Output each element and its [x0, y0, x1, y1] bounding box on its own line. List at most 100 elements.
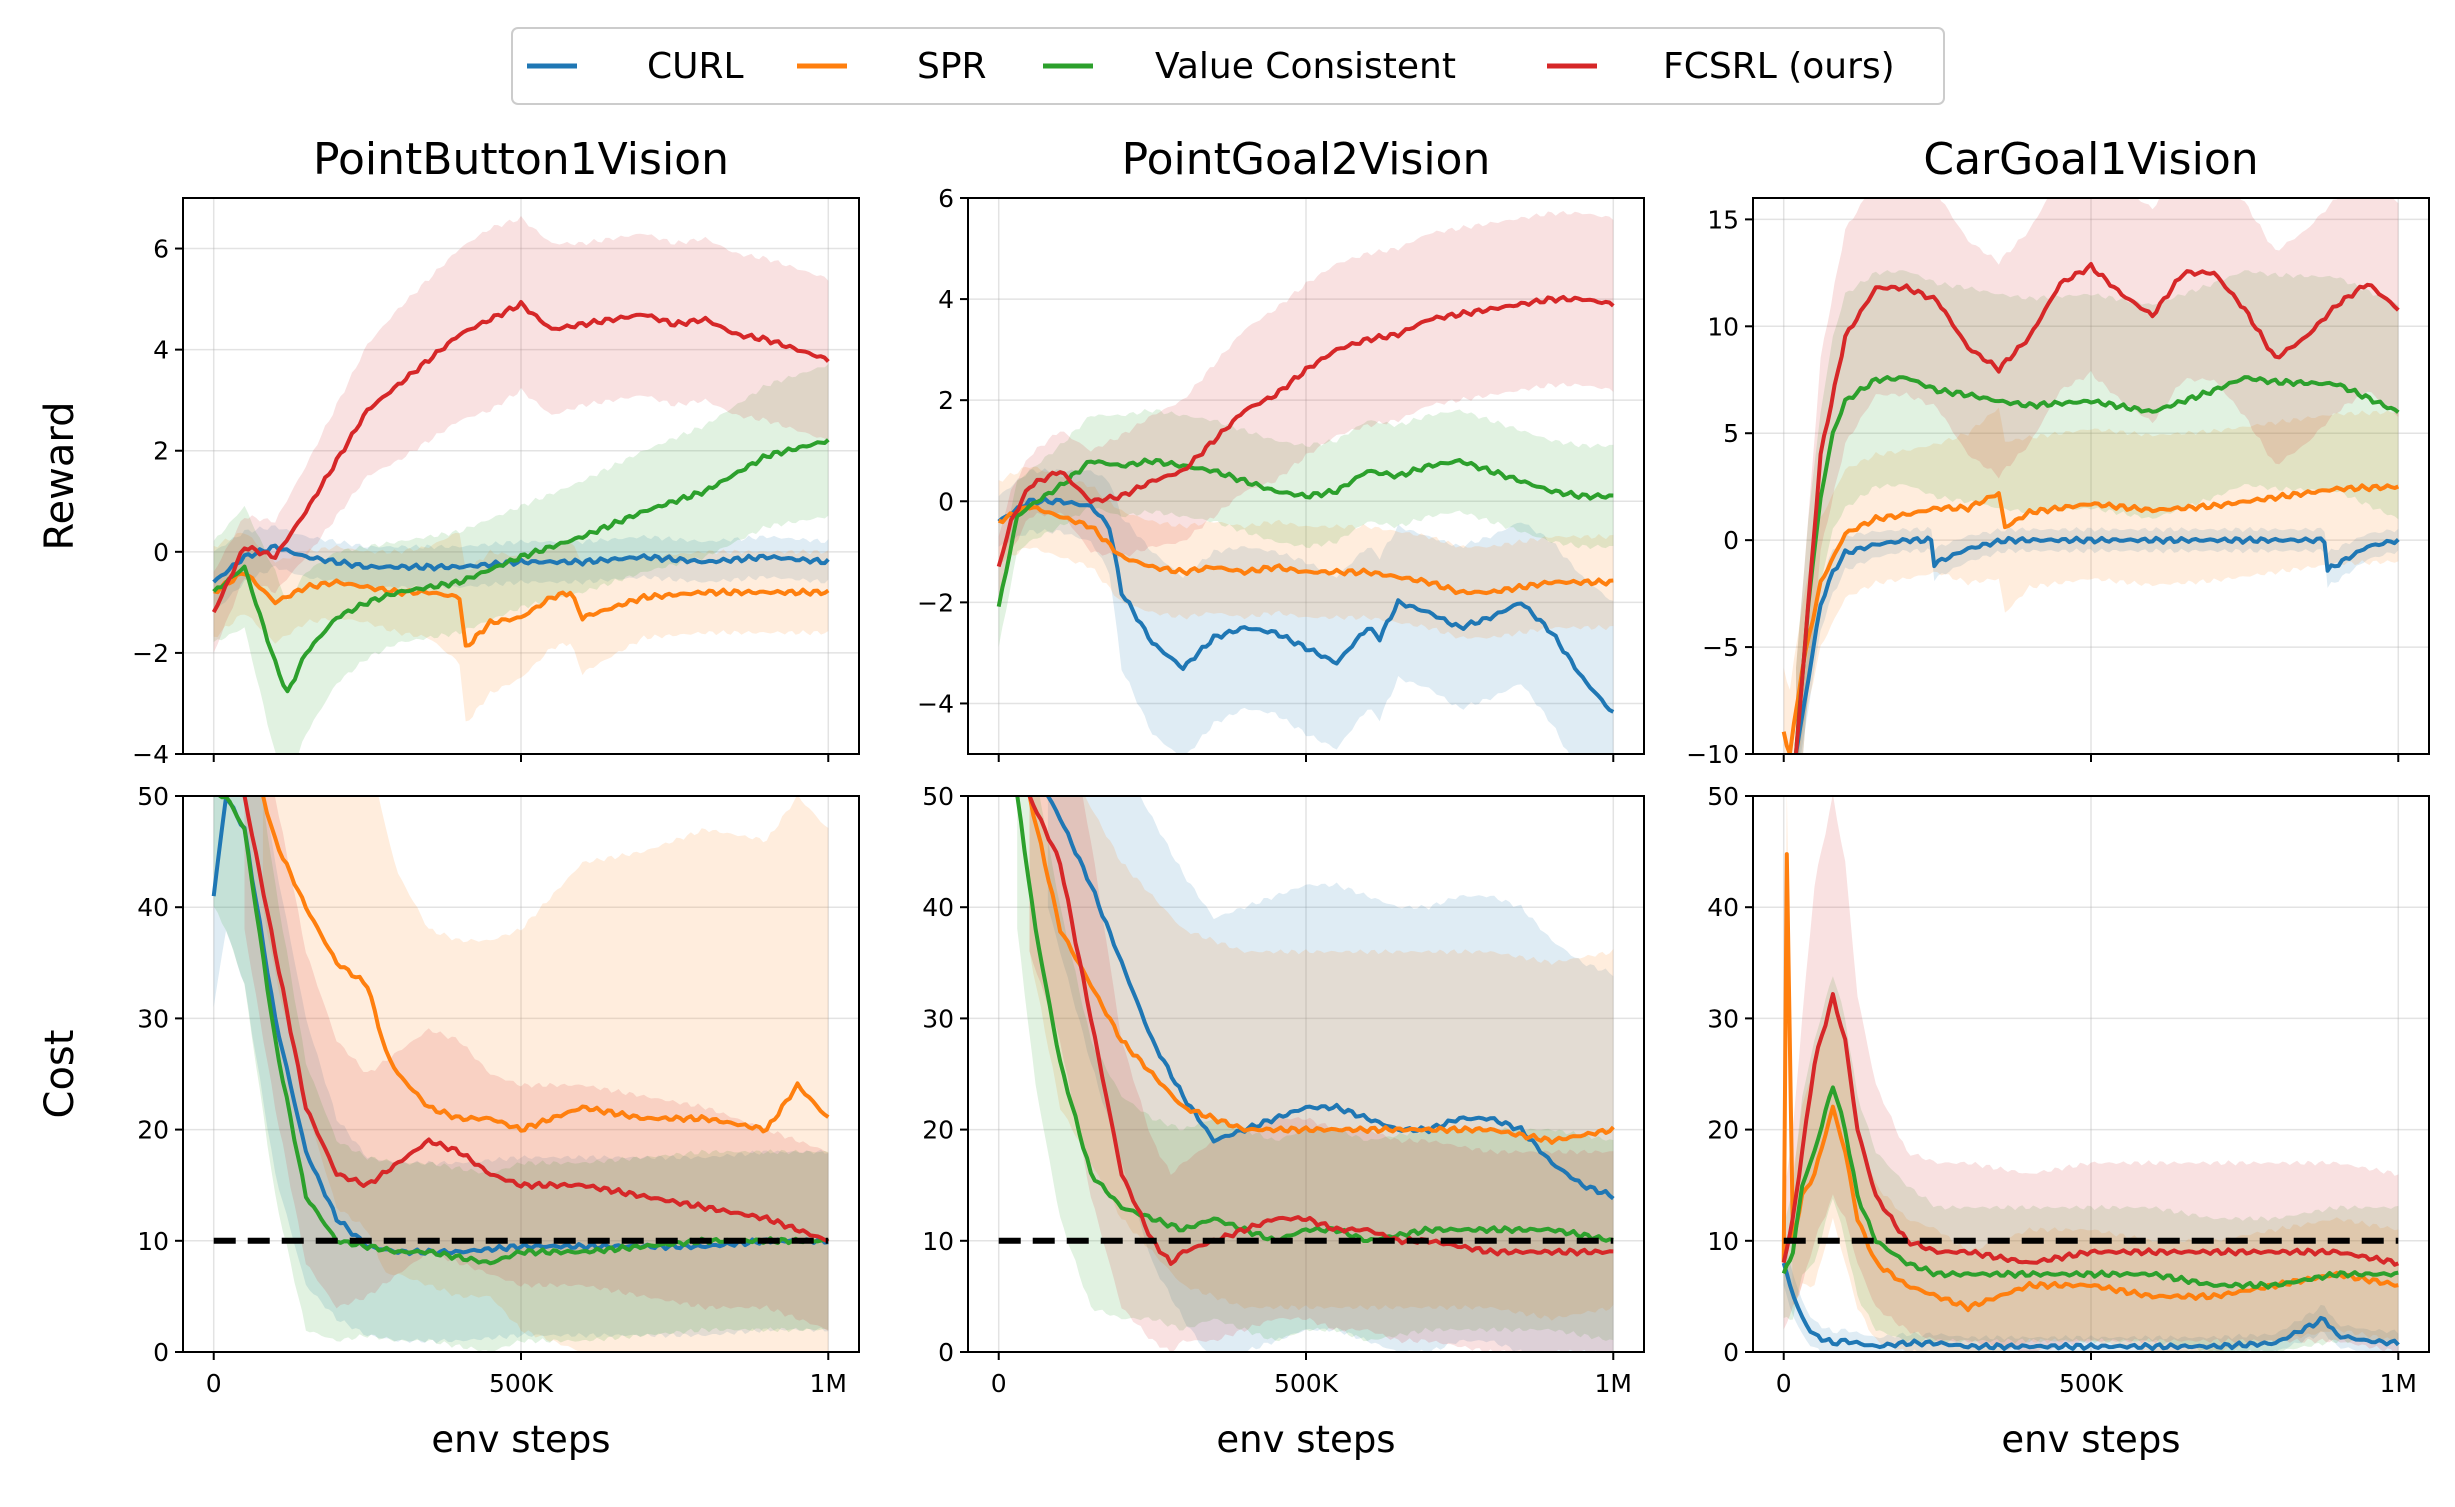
- band-fcsrl: [1796, 198, 2399, 754]
- y-tick-label: −5: [1702, 633, 1739, 662]
- band-fcsrl: [1783, 796, 2399, 1352]
- y-tick-label: 10: [922, 1227, 954, 1256]
- plot-area: [211, 796, 830, 1352]
- y-tick-label: 0: [153, 1338, 169, 1367]
- panel-3: −10 −5 0 5 10 15 CarGoal1Vision: [1686, 134, 2430, 769]
- legend-label-spr: SPR: [917, 46, 987, 87]
- panel-title: CarGoal1Vision: [1923, 134, 2258, 185]
- line-value-consistent: [1015, 796, 1614, 1243]
- y-tick-label: −4: [917, 689, 954, 718]
- line-curl: [1781, 1262, 2400, 1352]
- line-curl: [997, 496, 1615, 714]
- panel-6: 0 10 20 30 40 50 0 500K 1M env steps: [1707, 782, 2430, 1461]
- band-spr: [1783, 407, 2399, 754]
- x-axis-label: env steps: [431, 1418, 610, 1461]
- y-axis-label: Reward: [37, 402, 83, 551]
- x-tick-label: 500K: [1274, 1369, 1339, 1398]
- line-spr: [997, 505, 1614, 596]
- y-tick-label: 40: [1707, 893, 1739, 922]
- plot-area: [211, 216, 830, 754]
- y-tick-label: 40: [922, 893, 954, 922]
- y-tick-label: 2: [153, 437, 169, 466]
- line-curl: [1794, 535, 2400, 754]
- line-curl: [212, 543, 830, 584]
- band-fcsrl: [244, 796, 829, 1331]
- y-tick-label: −10: [1686, 740, 1739, 769]
- y-tick-label: 4: [153, 336, 169, 365]
- y-tick-label: −2: [132, 639, 169, 668]
- y-tick-label: −4: [132, 740, 169, 769]
- line-fcsrl: [211, 300, 830, 614]
- y-tick-label: 50: [137, 782, 169, 811]
- band-curl: [1047, 796, 1614, 1352]
- legend-frame: [511, 27, 1945, 105]
- band-value-consistent: [213, 796, 829, 1352]
- x-tick-label: 0: [1776, 1369, 1792, 1398]
- line-fcsrl: [242, 796, 830, 1244]
- y-tick-label: 10: [1707, 312, 1739, 341]
- y-tick-label: 4: [938, 285, 954, 314]
- plot-area: [1781, 198, 2400, 754]
- band-fcsrl: [1029, 796, 1614, 1352]
- legend-label-fcsrl: FCSRL (ours): [1663, 46, 1895, 87]
- line-value-consistent: [1781, 1085, 2399, 1290]
- y-tick-label: 20: [922, 1116, 954, 1145]
- y-tick-label: 50: [1707, 782, 1739, 811]
- y-tick-label: 0: [938, 1338, 954, 1367]
- x-tick-label: 500K: [2059, 1369, 2124, 1398]
- line-fcsrl: [1027, 796, 1614, 1266]
- y-tick-label: 0: [1723, 1338, 1739, 1367]
- y-tick-label: 6: [938, 184, 954, 213]
- band-curl: [213, 525, 829, 613]
- y-tick-label: 10: [1707, 1227, 1739, 1256]
- x-tick-label: 500K: [489, 1369, 554, 1398]
- y-tick-label: 15: [1707, 205, 1739, 234]
- y-axis-label: Cost: [37, 1030, 83, 1119]
- band-value-consistent: [1017, 796, 1614, 1342]
- line-curl: [1046, 796, 1615, 1201]
- line-spr: [261, 796, 830, 1134]
- line-fcsrl: [996, 294, 1615, 568]
- y-tick-label: 30: [137, 1004, 169, 1033]
- y-tick-label: 20: [1707, 1116, 1739, 1145]
- y-tick-label: 30: [1707, 1004, 1739, 1033]
- line-value-consistent: [996, 457, 1614, 607]
- y-tick-label: 5: [1723, 419, 1739, 448]
- x-tick-label: 1M: [2380, 1369, 2417, 1398]
- line-spr: [1781, 483, 2400, 754]
- y-tick-label: 50: [922, 782, 954, 811]
- y-tick-label: 40: [137, 893, 169, 922]
- y-tick-label: 10: [137, 1227, 169, 1256]
- band-value-consistent: [1783, 976, 2399, 1352]
- panel-1: −4 −2 0 2 4 6 PointButton1Vision Reward: [37, 134, 860, 769]
- line-value-consistent: [1794, 375, 2400, 754]
- plot-area: [1015, 796, 1615, 1352]
- line-spr: [1027, 796, 1615, 1145]
- y-tick-label: 0: [1723, 526, 1739, 555]
- band-spr: [1029, 796, 1614, 1321]
- panel-4: 0 10 20 30 40 50 0 500K 1M Cost env steps: [37, 782, 860, 1461]
- y-tick-label: 0: [938, 487, 954, 516]
- x-axis-label: env steps: [2001, 1418, 2180, 1461]
- panel-5: 0 10 20 30 40 50 0 500K 1M env steps: [922, 782, 1645, 1461]
- y-tick-label: 6: [153, 235, 169, 264]
- x-tick-label: 1M: [1595, 1369, 1632, 1398]
- legend: CURL SPR Value Consistent FCSRL (ours): [511, 27, 1945, 105]
- band-curl: [213, 796, 829, 1344]
- y-tick-label: 2: [938, 386, 954, 415]
- legend-label-value-consistent: Value Consistent: [1155, 46, 1456, 87]
- y-tick-label: −2: [917, 588, 954, 617]
- band-value-consistent: [998, 409, 1614, 648]
- line-value-consistent: [212, 438, 830, 694]
- panel-title: PointButton1Vision: [313, 134, 729, 185]
- plot-area: [996, 211, 1615, 754]
- band-fcsrl: [998, 211, 1614, 597]
- x-tick-label: 1M: [810, 1369, 847, 1398]
- line-fcsrl: [1794, 262, 2400, 754]
- y-tick-label: 0: [153, 538, 169, 567]
- panel-title: PointGoal2Vision: [1122, 134, 1491, 185]
- y-tick-label: 20: [137, 1116, 169, 1145]
- x-axis-label: env steps: [1216, 1418, 1395, 1461]
- band-spr: [998, 466, 1614, 639]
